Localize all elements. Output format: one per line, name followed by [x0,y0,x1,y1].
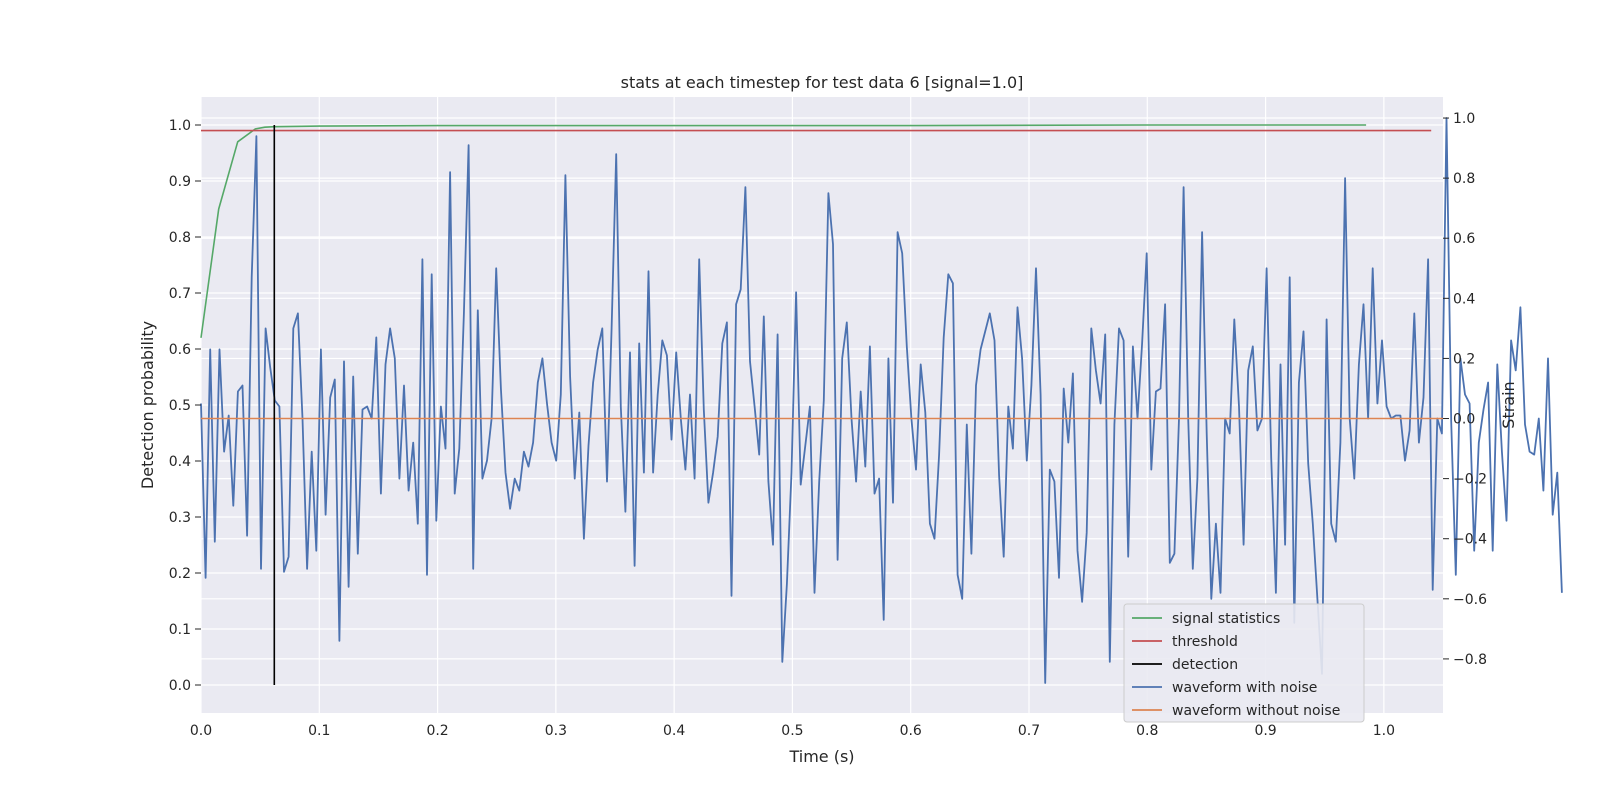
x-tick-label: 0.2 [426,723,448,739]
series-layer [200,117,1563,685]
y-tick-label: 1.0 [169,118,191,134]
y2-tick-label: 0.8 [1453,171,1475,187]
y-tick-label: 0.4 [169,454,191,470]
y2-tick-label: −0.2 [1453,472,1487,488]
y2-tick-label: 1.0 [1453,111,1475,127]
x-tick-label: 1.0 [1373,723,1395,739]
y-tick-label: 0.3 [169,510,191,526]
y-tick-label: 0.9 [169,174,191,190]
y-axis-label: Detection probability [138,321,157,489]
chart-title: stats at each timestep for test data 6 [… [621,73,1024,92]
y-tick-label: 0.6 [169,342,191,358]
x-tick-label: 0.0 [190,723,212,739]
x-tick-label: 0.4 [663,723,685,739]
y2-tick-label: −0.4 [1453,532,1487,548]
waveform-with-noise-line [200,117,1563,684]
y2-tick-label: −0.6 [1453,592,1487,608]
x-tick-label: 0.3 [545,723,567,739]
y-tick-label: 0.5 [169,398,191,414]
y2-tick-label: 0.0 [1453,412,1475,428]
legend: signal statistics threshold detection wavef… [1123,603,1365,723]
x-tick-label: 0.9 [1254,723,1276,739]
y2-tick-label: 0.2 [1453,351,1475,367]
y2-tick-label: 0.4 [1453,291,1475,307]
x-axis: 0.0 0.1 0.2 0.3 0.4 0.5 0.6 0.7 0.8 0.9 1.0 [190,723,1395,739]
y-tick-label: 0.8 [169,230,191,246]
x-tick-label: 0.8 [1136,723,1158,739]
x-tick-label: 0.1 [308,723,330,739]
legend-box [1123,603,1365,723]
legend-entry: threshold [1172,634,1238,650]
y2-tick-label: 0.6 [1453,231,1475,247]
legend-entry: waveform without noise [1172,703,1340,719]
legend-entry: waveform with noise [1172,680,1317,696]
y-tick-label: 0.1 [169,622,191,638]
y-tick-label: 0.0 [169,678,191,694]
x-axis-label: Time (s) [788,747,854,766]
y-axis-right: −0.8 −0.6 −0.4 −0.2 0.0 0.2 0.4 0.6 0.8 1.0 [1443,111,1487,668]
legend-entry: signal statistics [1172,611,1280,627]
y2-tick-label: −0.8 [1453,652,1487,668]
legend-entry: detection [1172,657,1238,673]
y2-axis-label: Strain [1499,381,1518,428]
x-tick-label: 0.6 [900,723,922,739]
y-axis-left: 0.0 0.1 0.2 0.3 0.4 0.5 0.6 0.7 0.8 0.9 1.0 [169,118,201,694]
x-tick-label: 0.5 [781,723,803,739]
signal-statistics-line [200,124,1367,338]
y-tick-label: 0.7 [169,286,191,302]
y-tick-label: 0.2 [169,566,191,582]
x-tick-label: 0.7 [1018,723,1040,739]
